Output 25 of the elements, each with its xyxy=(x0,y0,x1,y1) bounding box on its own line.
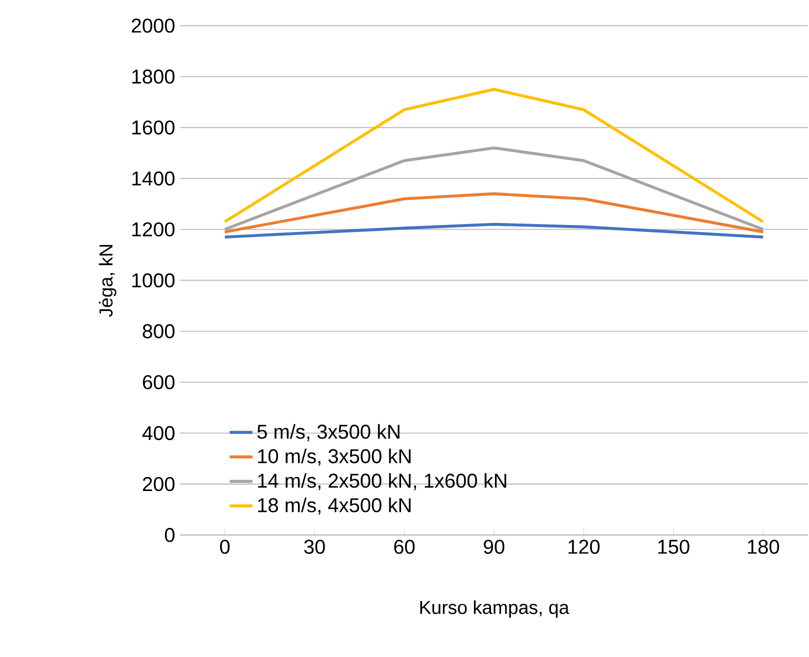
x-tick-label: 0 xyxy=(220,540,230,554)
y-tick-label: 800 xyxy=(142,324,174,338)
line-series xyxy=(223,222,765,239)
y-tick-label: 1000 xyxy=(132,273,174,288)
y-tick-label: 400 xyxy=(142,426,174,440)
legend-label: 5 m/s, 3x500 kN xyxy=(257,424,400,442)
y-tick-label: 2000 xyxy=(132,18,174,33)
legend-label: 18 m/s, 4x500 kN xyxy=(258,498,411,515)
x-tick-label: 30 xyxy=(304,540,325,554)
y-tick-label: 1800 xyxy=(132,70,174,84)
x-tick-label: 120 xyxy=(568,540,600,554)
x-tick-label: 180 xyxy=(748,540,780,554)
x-tick-label: 60 xyxy=(394,540,415,554)
legend-label: 14 m/s, 2x500 kN, 1x600 kN xyxy=(258,473,506,490)
x-axis-title: Kurso kampas, qa xyxy=(420,600,570,618)
y-tick-label: 1200 xyxy=(132,222,174,236)
x-tick-label: 90 xyxy=(484,540,504,554)
y-tick-label: 600 xyxy=(142,375,174,390)
y-tick-label: 200 xyxy=(142,476,174,492)
legend-label: 10 m/s, 3x500 kN xyxy=(258,448,411,466)
x-tick-label: 150 xyxy=(658,540,690,554)
y-axis-title: Jėga, kN xyxy=(98,245,116,317)
y-tick-label: 0 xyxy=(164,528,174,542)
y-tick-label: 1600 xyxy=(132,120,174,135)
y-tick-label: 1400 xyxy=(132,171,174,186)
